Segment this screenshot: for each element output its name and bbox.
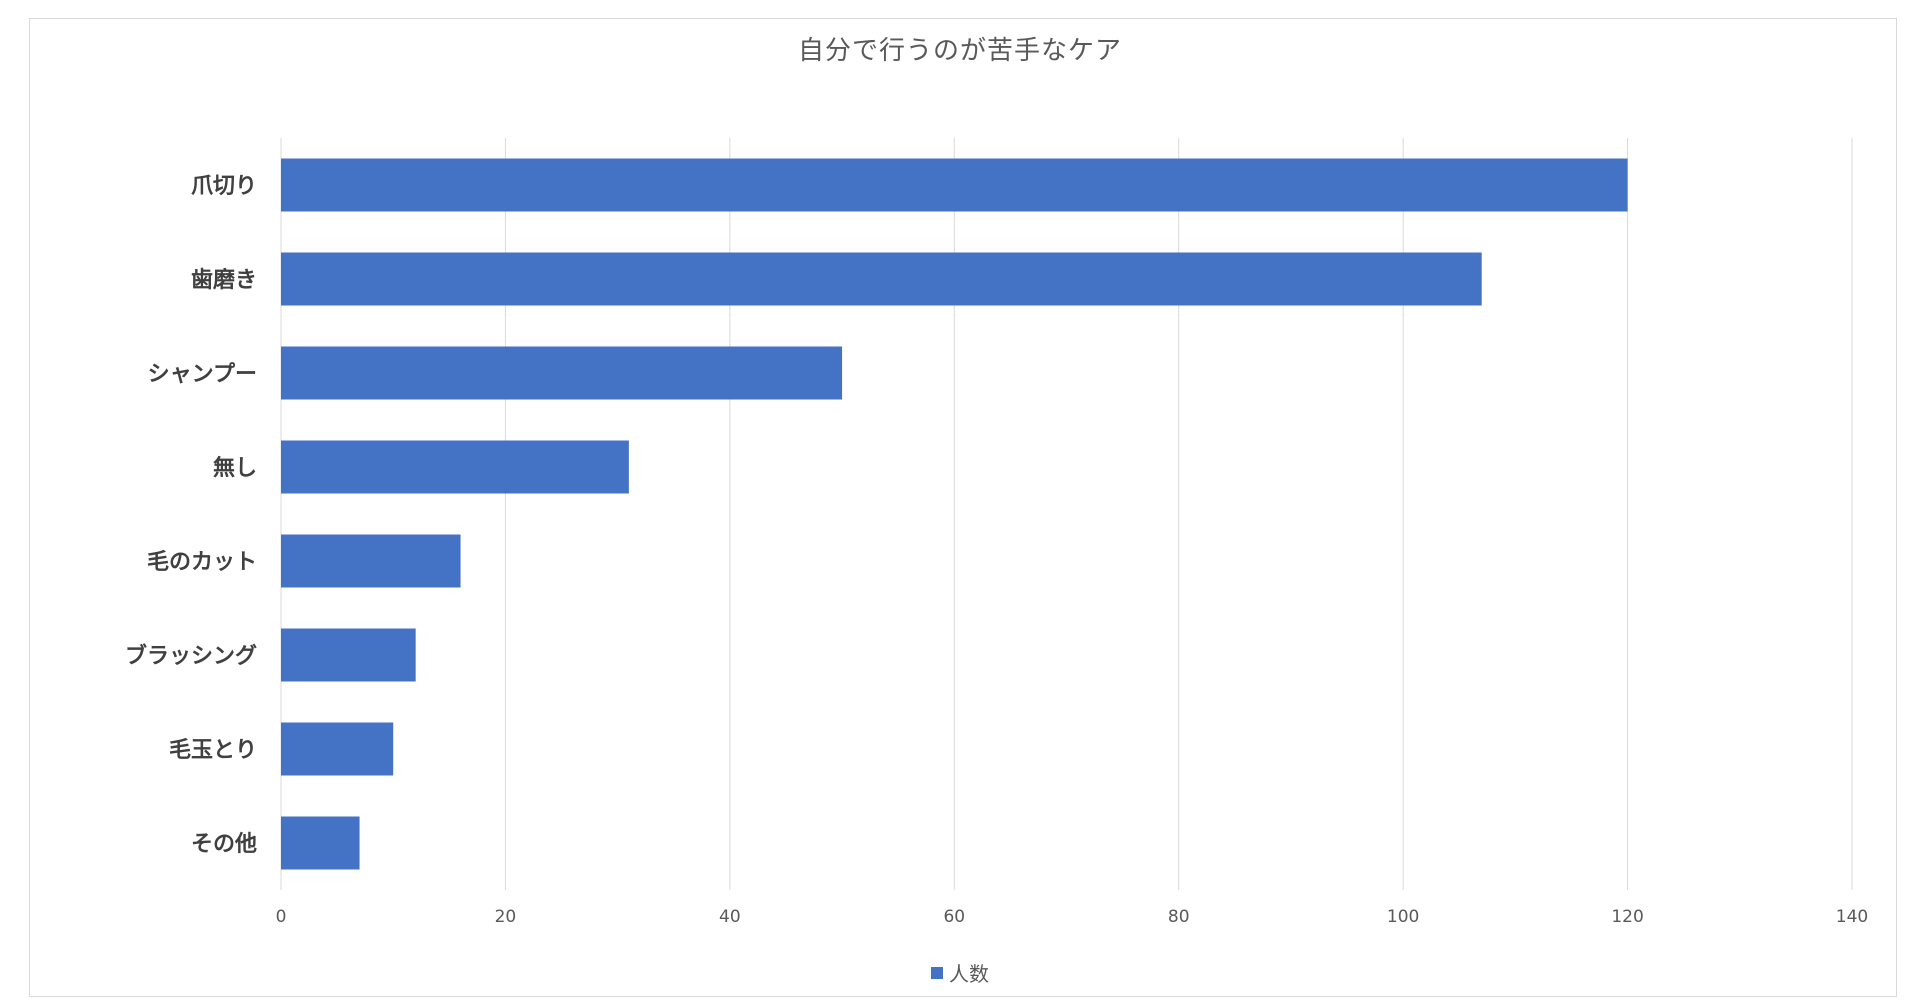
- legend-label: 人数: [949, 962, 989, 986]
- bar-5: [281, 628, 416, 682]
- category-label-4: 毛のカット: [147, 550, 257, 575]
- x-tick-label-20: 20: [495, 907, 517, 927]
- x-tick-label-100: 100: [1387, 907, 1419, 927]
- x-tick-label-60: 60: [943, 907, 965, 927]
- bar-3: [281, 440, 629, 494]
- bar-1: [281, 252, 1482, 306]
- category-label-3: 無し: [213, 455, 257, 481]
- bar-7: [281, 816, 360, 870]
- x-tick-label-40: 40: [719, 907, 741, 927]
- x-tick-labels: 0 20 40 60 80 100 120 140: [276, 907, 1869, 927]
- category-label-7: その他: [191, 832, 257, 857]
- x-tick-label-80: 80: [1168, 907, 1190, 927]
- bar-0: [281, 158, 1628, 212]
- x-tick-label-120: 120: [1611, 907, 1643, 927]
- category-label-2: シャンプー: [148, 362, 257, 387]
- chart-title: 自分で行うのが苦手なケア: [797, 36, 1122, 66]
- category-label-1: 歯磨き: [191, 267, 257, 293]
- legend-swatch: [931, 966, 943, 979]
- category-label-6: 毛玉とり: [169, 738, 257, 763]
- bar-2: [281, 346, 843, 400]
- bars: [281, 158, 1628, 870]
- bar-6: [281, 722, 394, 776]
- category-label-5: ブラッシング: [125, 643, 257, 669]
- gridlines: [280, 138, 1853, 890]
- bar-4: [281, 534, 461, 588]
- category-label-0: 爪切り: [191, 174, 257, 199]
- x-tick-label-0: 0: [276, 907, 287, 927]
- x-tick-label-140: 140: [1836, 907, 1868, 927]
- legend: 人数: [0, 958, 1920, 987]
